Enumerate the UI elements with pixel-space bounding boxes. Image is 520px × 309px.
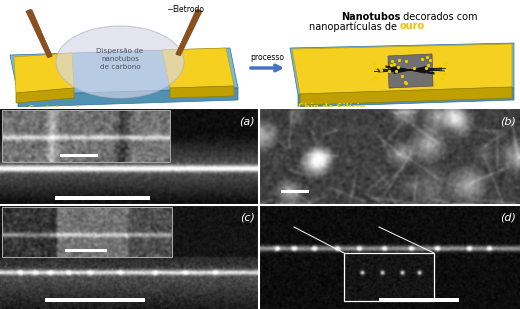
Polygon shape	[300, 87, 512, 105]
Polygon shape	[388, 54, 433, 88]
Text: Dispersão de
nanotubos
de carbono: Dispersão de nanotubos de carbono	[96, 48, 144, 70]
Polygon shape	[170, 86, 234, 98]
Text: Eletrodo: Eletrodo	[172, 5, 204, 14]
Text: (a): (a)	[239, 116, 255, 126]
Text: decorados com: decorados com	[400, 12, 477, 22]
Bar	[55, 196, 150, 200]
Text: Contatos de ouro: Contatos de ouro	[28, 105, 110, 114]
Bar	[45, 298, 145, 302]
Text: (b): (b)	[500, 116, 516, 126]
Polygon shape	[162, 48, 234, 88]
Polygon shape	[14, 53, 74, 93]
Polygon shape	[10, 48, 238, 95]
Bar	[2, 207, 172, 257]
Text: Nanotubos: Nanotubos	[341, 12, 400, 22]
Bar	[379, 298, 459, 302]
Text: (c): (c)	[240, 213, 255, 223]
Ellipse shape	[56, 26, 184, 98]
Text: (d): (d)	[500, 213, 516, 223]
Polygon shape	[290, 43, 514, 95]
Polygon shape	[298, 88, 514, 107]
Polygon shape	[292, 44, 512, 94]
Bar	[344, 253, 434, 301]
Bar	[60, 154, 98, 157]
Bar	[65, 249, 107, 252]
Text: ouro: ouro	[400, 21, 425, 31]
Text: nanopartículas de: nanopartículas de	[309, 21, 400, 32]
Bar	[281, 190, 309, 193]
Text: processo: processo	[250, 53, 284, 62]
Text: Chip de Silício: Chip de Silício	[298, 103, 366, 112]
Polygon shape	[18, 88, 238, 107]
Bar	[2, 110, 170, 162]
Polygon shape	[16, 88, 74, 103]
